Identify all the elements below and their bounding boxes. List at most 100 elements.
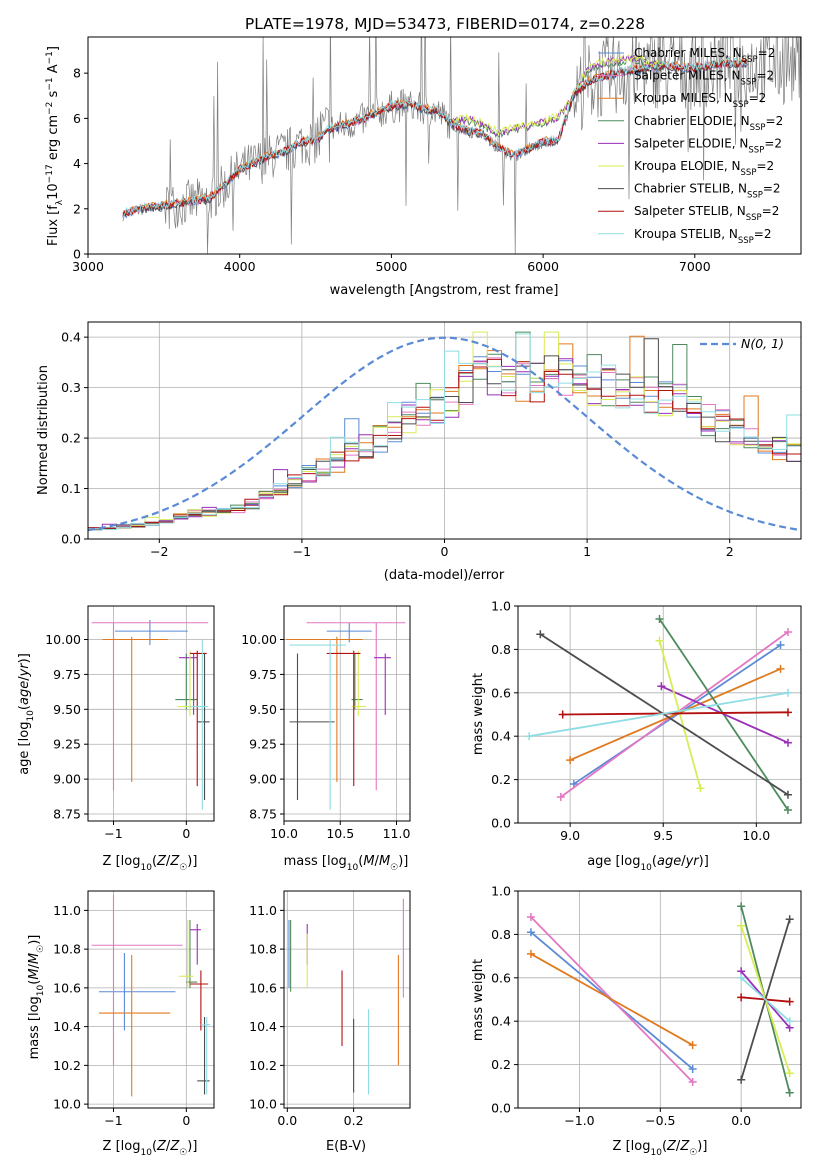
y-tick-label: 0.4 (61, 330, 81, 345)
y-tick-label: 0 (73, 247, 81, 262)
errorbar-salpeter-stelib (326, 650, 361, 787)
errorbar-kroupa-miles (102, 636, 169, 782)
age-vs-z-panel: −1 0 8.75 9.00 9.25 9.50 9.75 10.00 (45, 605, 215, 841)
axes-frame (87, 605, 215, 822)
x-tick-label: −1 (104, 1113, 122, 1128)
mass-vs-ebv-panel: 0.0 0.2 10.0 10.2 10.4 10.6 10.8 11.0 E(B-V) (249, 890, 411, 1154)
model-line-chabrier-stelib (122, 59, 749, 218)
x-tick-label: −1 (293, 544, 311, 559)
x-tick-label: 0.0 (731, 1113, 751, 1128)
y-tick-label: 9.75 (249, 667, 277, 682)
residuals-xlabel: (data-model)/error (384, 568, 505, 583)
weight-marker (657, 682, 666, 691)
y-tick-label: 0.2 (491, 1057, 511, 1072)
p-mZ-plot-area (91, 894, 211, 1097)
errorbar-chabrier-miles (98, 953, 176, 1031)
y-tick-label: 0.0 (491, 1101, 511, 1116)
wage-ylabel: mass weight (471, 673, 486, 755)
legend-label-normal: N(0, 1) (741, 336, 784, 351)
weight-segment (530, 953, 694, 1046)
y-tick-label: 0.4 (491, 1014, 511, 1029)
y-tick-label: 2 (73, 201, 81, 216)
y-tick-label: 0.0 (61, 532, 81, 547)
weight-marker (737, 902, 746, 911)
mass-vs-z-panel: −1 0 10.0 10.2 10.4 10.6 10.8 11.0 (53, 890, 215, 1128)
mass-weight-vs-z-panel: −1.0 −0.5 0.0 0.0 0.2 0.4 0.6 0.8 1.0 mass weight (471, 884, 802, 1128)
y-tick-label: 8.75 (249, 807, 277, 822)
y-tick-label: 10.00 (45, 632, 81, 647)
model-line-kroupa-stelib (122, 57, 749, 218)
errorbar-chabrier-elodie (351, 653, 363, 710)
weight-marker (558, 710, 567, 719)
weight-segment (740, 977, 791, 1022)
y-tick-label: 0.1 (61, 481, 81, 496)
x-tick-label: 10.5 (326, 826, 354, 841)
weight-line-kroupa-stelib (737, 973, 794, 1026)
residuals-ylabel: Normed distribution (36, 365, 51, 495)
legend-label-kroupa-elodie: Kroupa ELODIE, NSSP=2 (634, 159, 774, 178)
y-tick-label: 10.2 (249, 1058, 277, 1073)
x-tick-label: 0.0 (277, 1113, 297, 1128)
errorbar-salpeter-stelib (189, 970, 209, 1031)
errorbar-salpeter-elodie (374, 653, 391, 715)
normal-distribution-curve (88, 336, 801, 532)
weight-marker (785, 1069, 794, 1078)
errorbar-kroupa-stelib (200, 1016, 211, 1095)
weight-line-kroupa-stelib (525, 688, 792, 741)
y-tick-label: 4 (73, 156, 81, 171)
weight-marker (696, 784, 705, 793)
mz-ylabel: mass [log10(M/M☉)] (27, 935, 46, 1060)
legend-label-kroupa-stelib: Kroupa STELIB, NSSP=2 (634, 227, 772, 246)
y-tick-label: 6 (73, 111, 81, 126)
weight-marker (526, 913, 535, 922)
weight-marker (785, 1017, 794, 1026)
weight-marker (556, 792, 565, 801)
y-tick-label: 9.75 (53, 667, 81, 682)
weight-marker (783, 805, 792, 814)
y-tick-label: 0.8 (491, 927, 511, 942)
y-tick-label: 10.0 (53, 1097, 81, 1112)
y-tick-label: 11.0 (53, 903, 81, 918)
y-tick-label: 8.75 (53, 807, 81, 822)
x-tick-label: 4000 (224, 259, 256, 274)
errorbar-salpeter-stelib (189, 650, 207, 787)
legend-label-salpeter-elodie: Salpeter ELODIE, NSSP=2 (634, 136, 782, 155)
x-tick-label: 10.0 (742, 828, 770, 843)
y-tick-label: 0.2 (491, 772, 511, 787)
errorbar-kroupa-stelib (289, 639, 346, 810)
figure-title: PLATE=1978, MJD=53473, FIBERID=0174, z=0… (245, 15, 645, 33)
p-wAge-plot-area (525, 615, 792, 814)
errorbar-salpeter-miles (306, 622, 406, 791)
axes-frame (87, 36, 802, 255)
spectrum-xlabel: wavelength [Angstrom, rest frame] (330, 283, 559, 298)
age-vs-mass-panel: 10.0 10.5 11.0 8.75 9.00 9.25 9.50 9.75 10.00 (241, 605, 411, 841)
weight-line-salpeter-elodie (657, 682, 792, 747)
model-line-salpeter-elodie (451, 54, 665, 136)
errorbar-chabrier-stelib (197, 653, 210, 801)
weight-segment (658, 640, 702, 789)
weight-segment (529, 691, 789, 738)
weight-line-kroupa-elodie (655, 636, 705, 793)
weight-marker (688, 1077, 697, 1086)
x-tick-label: 9.5 (653, 828, 673, 843)
agem-xlabel: mass [log10(M/M☉)] (284, 854, 409, 873)
weight-marker (785, 997, 794, 1006)
x-tick-label: 11.0 (383, 826, 411, 841)
weight-marker (526, 928, 535, 937)
y-tick-label: 0.3 (61, 380, 81, 395)
weight-marker (688, 1064, 697, 1073)
errorbar-kroupa-elodie (179, 920, 194, 988)
y-tick-label: 1.0 (491, 599, 511, 614)
axes-frame (517, 890, 802, 1109)
weight-marker (785, 915, 794, 924)
weight-line-kroupa-miles (526, 949, 697, 1050)
weight-marker (525, 732, 534, 741)
x-tick-label: 1 (583, 544, 591, 559)
wz-xlabel: Z [log10(Z/Z☉)] (613, 1139, 708, 1158)
errorbar-kroupa-miles (286, 636, 363, 782)
y-tick-label: 9.50 (249, 702, 277, 717)
x-tick-label: −1 (104, 826, 122, 841)
y-tick-label: 0.6 (491, 970, 511, 985)
axes-frame (283, 890, 411, 1109)
